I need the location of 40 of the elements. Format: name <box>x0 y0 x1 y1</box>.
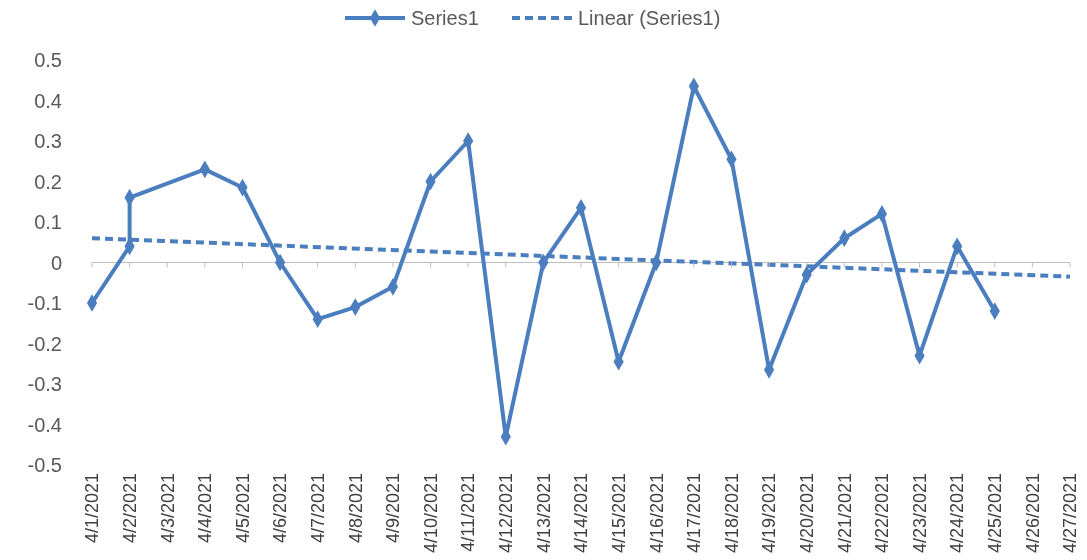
y-tick-label: -0.5 <box>27 454 62 476</box>
x-tick-label: 4/11/2021 <box>458 473 479 552</box>
y-tick-label: -0.3 <box>27 373 62 395</box>
x-tick-label: 4/9/2021 <box>383 473 404 544</box>
x-tick-label: 4/14/2021 <box>571 473 592 554</box>
x-tick-label: 4/16/2021 <box>646 473 667 554</box>
x-tick-label: 4/6/2021 <box>270 473 291 544</box>
x-tick-label: 4/15/2021 <box>608 473 629 554</box>
y-tick-label: -0.2 <box>27 332 62 355</box>
y-tick-label: -0.1 <box>27 292 62 314</box>
legend-label: Series1 <box>411 7 479 29</box>
x-tick-label: 4/24/2021 <box>947 473 968 554</box>
legend-label: Linear (Series1) <box>578 7 721 29</box>
x-tick-label: 4/18/2021 <box>721 473 742 554</box>
y-tick-label: 0.1 <box>34 211 62 233</box>
x-tick-label: 4/10/2021 <box>420 473 441 554</box>
x-tick-label: 4/27/2021 <box>1060 473 1081 554</box>
x-tick-label: 4/25/2021 <box>985 473 1006 554</box>
x-tick-label: 4/12/2021 <box>496 473 517 554</box>
x-tick-label: 4/23/2021 <box>909 473 930 554</box>
x-tick-label: 4/19/2021 <box>759 473 780 554</box>
x-tick-label: 4/13/2021 <box>533 473 554 554</box>
y-tick-label: 0.4 <box>34 89 62 112</box>
x-tick-label: 4/4/2021 <box>195 473 216 544</box>
x-tick-label: 4/1/2021 <box>82 473 103 544</box>
y-tick-label: 0.5 <box>34 49 62 71</box>
x-tick-label: 4/22/2021 <box>872 473 893 554</box>
x-tick-label: 4/17/2021 <box>684 473 705 554</box>
y-tick-label: 0 <box>50 251 62 274</box>
x-tick-label: 4/2/2021 <box>119 473 140 544</box>
x-tick-label: 4/26/2021 <box>1022 473 1043 554</box>
x-tick-label: 4/20/2021 <box>796 473 817 554</box>
y-tick-label: -0.4 <box>27 413 62 436</box>
x-tick-label: 4/21/2021 <box>834 473 855 554</box>
x-tick-label: 4/5/2021 <box>232 473 253 544</box>
y-tick-label: 0.2 <box>34 170 62 193</box>
x-tick-label: 4/7/2021 <box>307 473 328 544</box>
x-tick-label: 4/3/2021 <box>157 473 178 544</box>
y-tick-label: 0.3 <box>34 130 62 152</box>
x-tick-label: 4/8/2021 <box>345 473 366 544</box>
